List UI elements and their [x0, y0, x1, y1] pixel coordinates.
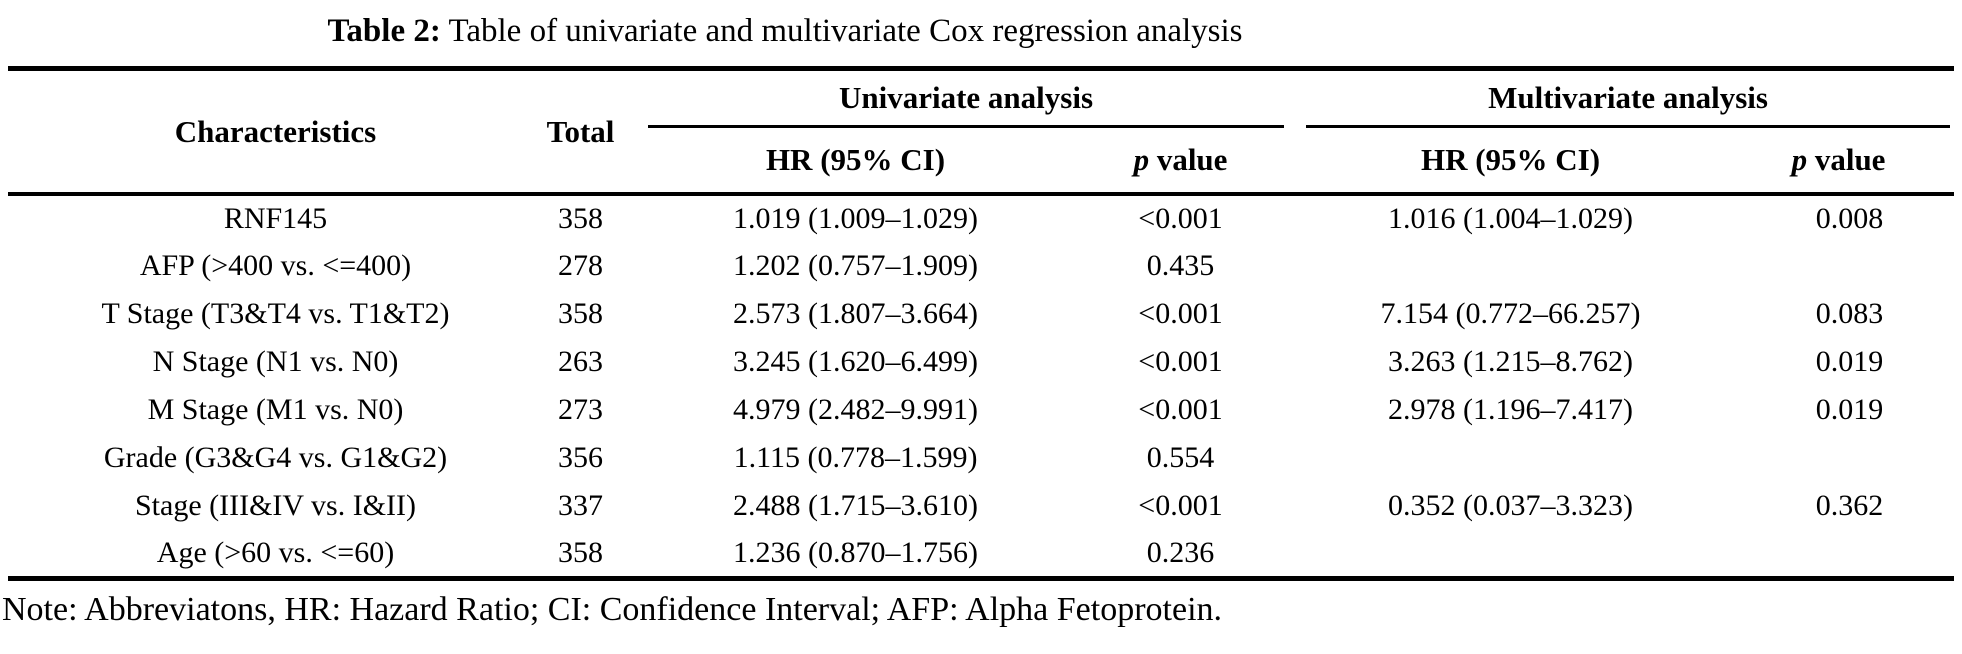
cell-univariate-p: 0.554: [1146, 441, 1215, 474]
cell-characteristic: RNF145: [223, 202, 328, 235]
cell-multivariate-hr: 0.352 (0.037–3.323): [1388, 489, 1633, 522]
cell-total: 358: [558, 202, 603, 235]
cell-multivariate-p: 0.362: [1815, 489, 1884, 522]
table-caption-text: Table of univariate and multivariate Cox…: [440, 13, 1243, 49]
cell-univariate-p: 0.435: [1146, 249, 1215, 282]
p-italic: p: [1791, 142, 1808, 177]
cell-multivariate-hr: 2.978 (1.196–7.417): [1388, 393, 1633, 426]
cell-multivariate-hr: 1.016 (1.004–1.029): [1388, 202, 1633, 235]
cell-univariate-hr: 1.019 (1.009–1.029): [733, 202, 978, 235]
cell-univariate-hr: 4.979 (2.482–9.991): [733, 393, 978, 426]
table-caption-label: Table 2:: [327, 13, 441, 49]
cell-total: 263: [558, 345, 603, 378]
table-row-m-stage: M Stage (M1 vs. N0) 273 4.979 (2.482–9.9…: [8, 386, 1954, 434]
cell-multivariate-p: 0.008: [1815, 202, 1884, 235]
table-row-stage: Stage (III&IV vs. I&II) 337 2.488 (1.715…: [8, 482, 1954, 530]
cell-univariate-hr: 1.236 (0.870–1.756): [733, 535, 978, 569]
cell-multivariate-p: [1723, 242, 1954, 290]
cell-characteristic: M Stage (M1 vs. N0): [147, 393, 404, 426]
cell-multivariate-p: [1723, 434, 1954, 482]
cell-multivariate-hr: 7.154 (0.772–66.257): [1380, 297, 1641, 330]
cell-univariate-hr: 2.573 (1.807–3.664): [733, 297, 978, 330]
cox-regression-table: Characteristics Total Univariate analysi…: [8, 66, 1955, 581]
cell-total: 273: [558, 393, 603, 426]
p-rest: value: [1807, 142, 1886, 177]
cell-characteristic: Stage (III&IV vs. I&II): [134, 489, 417, 522]
cell-univariate-p: <0.001: [1138, 202, 1223, 235]
col-group-multivariate: Multivariate analysis: [1298, 69, 1954, 128]
table-note: Note: Abbreviatons, HR: Hazard Ratio; CI…: [2, 590, 1223, 628]
table-row-n-stage: N Stage (N1 vs. N0) 263 3.245 (1.620–6.4…: [8, 338, 1954, 386]
table-row-rnf145: RNF145 358 1.019 (1.009–1.029) <0.001 1.…: [8, 194, 1954, 242]
table-row-t-stage: T Stage (T3&T4 vs. T1&T2) 358 2.573 (1.8…: [8, 290, 1954, 338]
cell-total: 356: [558, 441, 603, 474]
p-rest: value: [1149, 142, 1228, 177]
col-header-total: Total: [513, 68, 648, 196]
col-header-multivariate-p: p value: [1723, 128, 1955, 196]
table-body: RNF145 358 1.019 (1.009–1.029) <0.001 1.…: [8, 194, 1954, 578]
cell-univariate-hr: 1.202 (0.757–1.909): [733, 249, 978, 282]
cell-multivariate-hr: 3.263 (1.215–8.762): [1388, 345, 1633, 378]
cell-univariate-hr: 2.488 (1.715–3.610): [733, 489, 978, 522]
col-group-univariate-label: Univariate analysis: [648, 71, 1285, 128]
cell-multivariate-p: [1723, 530, 1954, 578]
col-group-multivariate-label: Multivariate analysis: [1306, 71, 1951, 128]
cell-univariate-p: <0.001: [1138, 297, 1223, 330]
cell-total: 278: [558, 249, 603, 282]
cell-total: 337: [558, 489, 603, 522]
col-header-characteristics: Characteristics: [8, 68, 513, 196]
cell-multivariate-p: 0.019: [1815, 345, 1884, 378]
cell-multivariate-hr: [1298, 530, 1723, 578]
col-header-univariate-p: p value: [1063, 128, 1299, 196]
cell-univariate-p: <0.001: [1138, 393, 1223, 426]
cell-multivariate-hr: [1298, 434, 1723, 482]
cell-multivariate-hr: [1298, 242, 1723, 290]
cell-total: 358: [558, 297, 603, 330]
cell-characteristic: AFP (>400 vs. <=400): [139, 249, 412, 282]
cell-univariate-p: <0.001: [1138, 345, 1223, 378]
cell-characteristic: Age (>60 vs. <=60): [156, 535, 395, 569]
table-row-afp: AFP (>400 vs. <=400) 278 1.202 (0.757–1.…: [8, 242, 1954, 290]
p-italic: p: [1133, 142, 1150, 177]
table-row-age: Age (>60 vs. <=60) 358 1.236 (0.870–1.75…: [8, 530, 1954, 578]
table-row-grade: Grade (G3&G4 vs. G1&G2) 356 1.115 (0.778…: [8, 434, 1954, 482]
cell-multivariate-p: 0.019: [1815, 393, 1884, 426]
cell-univariate-p: 0.236: [1146, 535, 1215, 569]
cell-characteristic: T Stage (T3&T4 vs. T1&T2): [101, 297, 450, 330]
cell-characteristic: Grade (G3&G4 vs. G1&G2): [103, 441, 448, 474]
cell-univariate-p: <0.001: [1138, 489, 1223, 522]
cell-characteristic: N Stage (N1 vs. N0): [152, 345, 399, 378]
table-header: Characteristics Total Univariate analysi…: [8, 68, 1955, 196]
cell-multivariate-p: 0.083: [1815, 297, 1884, 330]
col-group-univariate: Univariate analysis: [648, 69, 1298, 128]
cell-univariate-hr: 3.245 (1.620–6.499): [733, 345, 978, 378]
col-header-univariate-hr: HR (95% CI): [648, 128, 1063, 196]
col-header-multivariate-hr: HR (95% CI): [1298, 128, 1724, 196]
cell-total: 358: [558, 535, 603, 569]
table-caption: Table 2: Table of univariate and multiva…: [0, 10, 1570, 52]
cell-univariate-hr: 1.115 (0.778–1.599): [733, 441, 978, 474]
